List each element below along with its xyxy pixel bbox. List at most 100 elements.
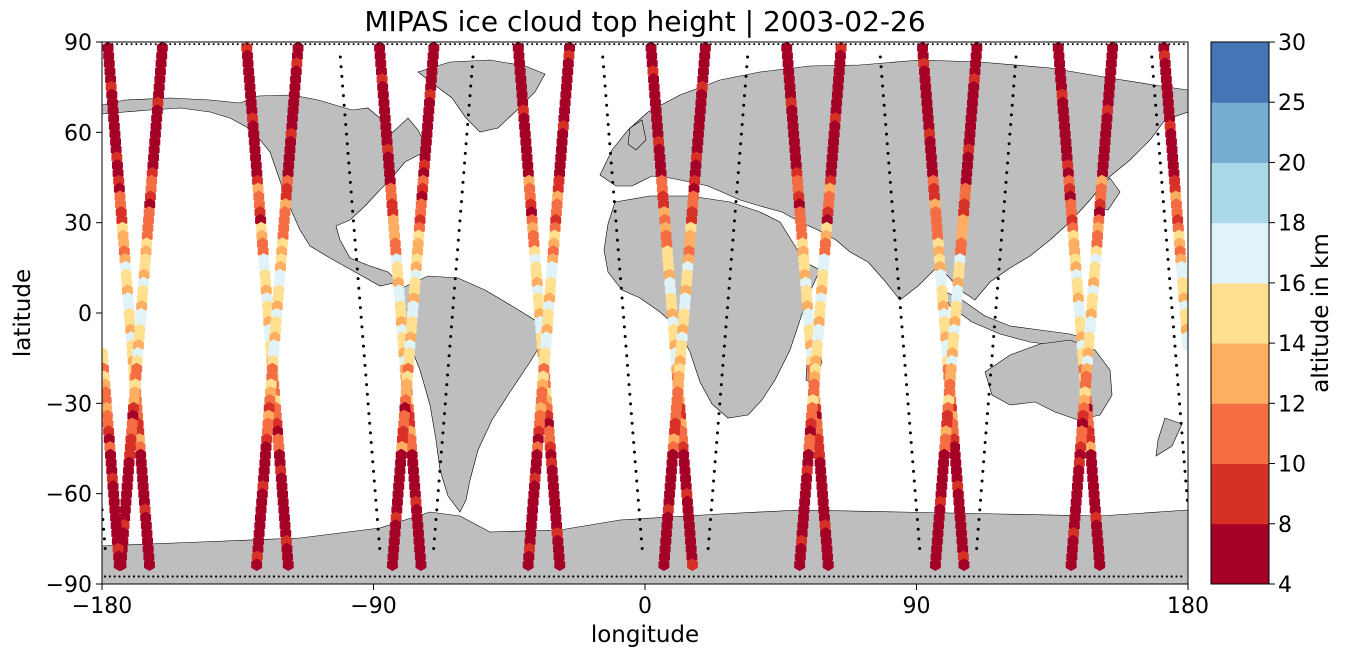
clear-sky-dot bbox=[931, 43, 934, 46]
clear-sky-dot bbox=[125, 43, 128, 46]
clear-sky-dot bbox=[627, 383, 631, 387]
clear-sky-dot bbox=[908, 431, 912, 435]
clear-sky-dot bbox=[120, 43, 123, 46]
clear-sky-dot bbox=[919, 575, 922, 578]
y-axis-ticks: −90 −60 −30 0 30 60 90 bbox=[46, 31, 102, 598]
clear-sky-dot bbox=[348, 180, 352, 184]
clear-sky-dot bbox=[195, 575, 198, 578]
clear-sky-dot bbox=[869, 43, 872, 46]
cloud-marker bbox=[687, 558, 698, 571]
clear-sky-dot bbox=[884, 123, 888, 127]
clear-sky-dot bbox=[178, 43, 181, 46]
clear-sky-dot bbox=[1095, 43, 1098, 46]
clear-sky-dot bbox=[639, 527, 643, 531]
cloud-marker bbox=[822, 558, 834, 571]
clear-sky-dot bbox=[731, 575, 734, 578]
clear-sky-dot bbox=[1181, 440, 1185, 444]
clear-sky-dot bbox=[354, 248, 358, 252]
clear-sky-dot bbox=[407, 575, 411, 578]
colorbar-segment bbox=[1211, 463, 1269, 525]
clear-sky-dot bbox=[901, 344, 905, 348]
cloud-marker bbox=[930, 558, 941, 571]
clear-sky-dot bbox=[606, 123, 610, 127]
clear-sky-dot bbox=[449, 334, 453, 338]
clear-sky-dot bbox=[1012, 84, 1016, 88]
clear-sky-dot bbox=[439, 460, 443, 464]
clear-sky-dot bbox=[917, 537, 921, 541]
clear-sky-dot bbox=[884, 132, 888, 136]
clear-sky-dot bbox=[375, 518, 379, 522]
clear-sky-dot bbox=[774, 575, 778, 578]
clear-sky-dot bbox=[717, 412, 721, 416]
clear-sky-dot bbox=[948, 575, 951, 578]
clear-sky-dot bbox=[1064, 575, 1067, 578]
clear-sky-dot bbox=[972, 575, 975, 578]
clear-sky-dot bbox=[706, 546, 710, 550]
clear-sky-dot bbox=[1081, 43, 1084, 46]
clear-sky-dot bbox=[253, 575, 256, 578]
clear-sky-dot bbox=[914, 498, 918, 502]
clear-sky-dot bbox=[619, 277, 623, 281]
clear-sky-dot bbox=[767, 43, 770, 46]
clear-sky-dot bbox=[729, 257, 733, 261]
clear-sky-dot bbox=[357, 286, 361, 290]
clear-sky-dot bbox=[377, 537, 381, 541]
clear-sky-dot bbox=[1005, 171, 1009, 175]
clear-sky-dot bbox=[989, 373, 993, 377]
clear-sky-dot bbox=[886, 151, 890, 155]
colorbar-tick-label: 25 bbox=[1278, 91, 1306, 116]
colorbar-segment bbox=[1211, 42, 1269, 103]
clear-sky-dot bbox=[975, 43, 978, 46]
clear-sky-dot bbox=[878, 43, 881, 46]
clear-sky-dot bbox=[596, 575, 599, 578]
clear-sky-dot bbox=[339, 65, 343, 69]
clear-sky-dot bbox=[540, 43, 543, 46]
clear-sky-dot bbox=[976, 527, 980, 531]
clear-sky-dot bbox=[363, 363, 367, 367]
clear-sky-dot bbox=[386, 43, 389, 46]
clear-sky-dot bbox=[1177, 43, 1180, 46]
clear-sky-dot bbox=[902, 354, 906, 358]
clear-sky-dot bbox=[1163, 43, 1166, 46]
clear-sky-dot bbox=[979, 498, 983, 502]
clear-sky-dot bbox=[912, 479, 916, 483]
clear-sky-dot bbox=[994, 43, 997, 46]
clear-sky-dot bbox=[996, 286, 1000, 290]
y-axis-label: latitude bbox=[10, 269, 36, 357]
clear-sky-dot bbox=[444, 392, 448, 396]
clear-sky-dot bbox=[584, 43, 587, 46]
chart-title: MIPAS ice cloud top height | 2003-02-26 bbox=[364, 5, 925, 38]
clear-sky-dot bbox=[941, 43, 944, 46]
clear-sky-dot bbox=[990, 354, 994, 358]
clear-sky-dot bbox=[631, 431, 635, 435]
clear-sky-dot bbox=[116, 43, 119, 46]
clear-sky-dot bbox=[463, 161, 467, 165]
clear-sky-dot bbox=[132, 575, 136, 578]
clear-sky-dot bbox=[200, 575, 203, 578]
clear-sky-dot bbox=[623, 334, 627, 338]
clear-sky-dot bbox=[376, 527, 380, 531]
clear-sky-dot bbox=[1037, 43, 1040, 46]
clear-sky-dot bbox=[470, 575, 473, 578]
clear-sky-dot bbox=[1180, 575, 1183, 578]
clear-sky-dot bbox=[328, 43, 331, 46]
clear-sky-dot bbox=[545, 43, 548, 46]
clear-sky-dot bbox=[137, 575, 140, 578]
clear-sky-dot bbox=[782, 43, 785, 46]
clear-sky-dot bbox=[899, 315, 903, 319]
clear-sky-dot bbox=[1185, 489, 1188, 493]
clear-sky-dot bbox=[967, 575, 971, 578]
clear-sky-dot bbox=[1105, 43, 1108, 46]
clear-sky-dot bbox=[723, 334, 727, 338]
land-new-zealand bbox=[1155, 417, 1183, 457]
clear-sky-dot bbox=[736, 171, 740, 175]
clear-sky-dot bbox=[709, 43, 712, 46]
clear-sky-dot bbox=[604, 94, 608, 98]
clear-sky-dot bbox=[335, 575, 338, 578]
clear-sky-dot bbox=[1000, 228, 1004, 232]
clear-sky-dot bbox=[453, 43, 456, 46]
clear-sky-dot bbox=[356, 277, 360, 281]
clear-sky-dot bbox=[528, 575, 531, 578]
clear-sky-dot bbox=[719, 43, 722, 46]
clear-sky-dot bbox=[611, 180, 615, 184]
